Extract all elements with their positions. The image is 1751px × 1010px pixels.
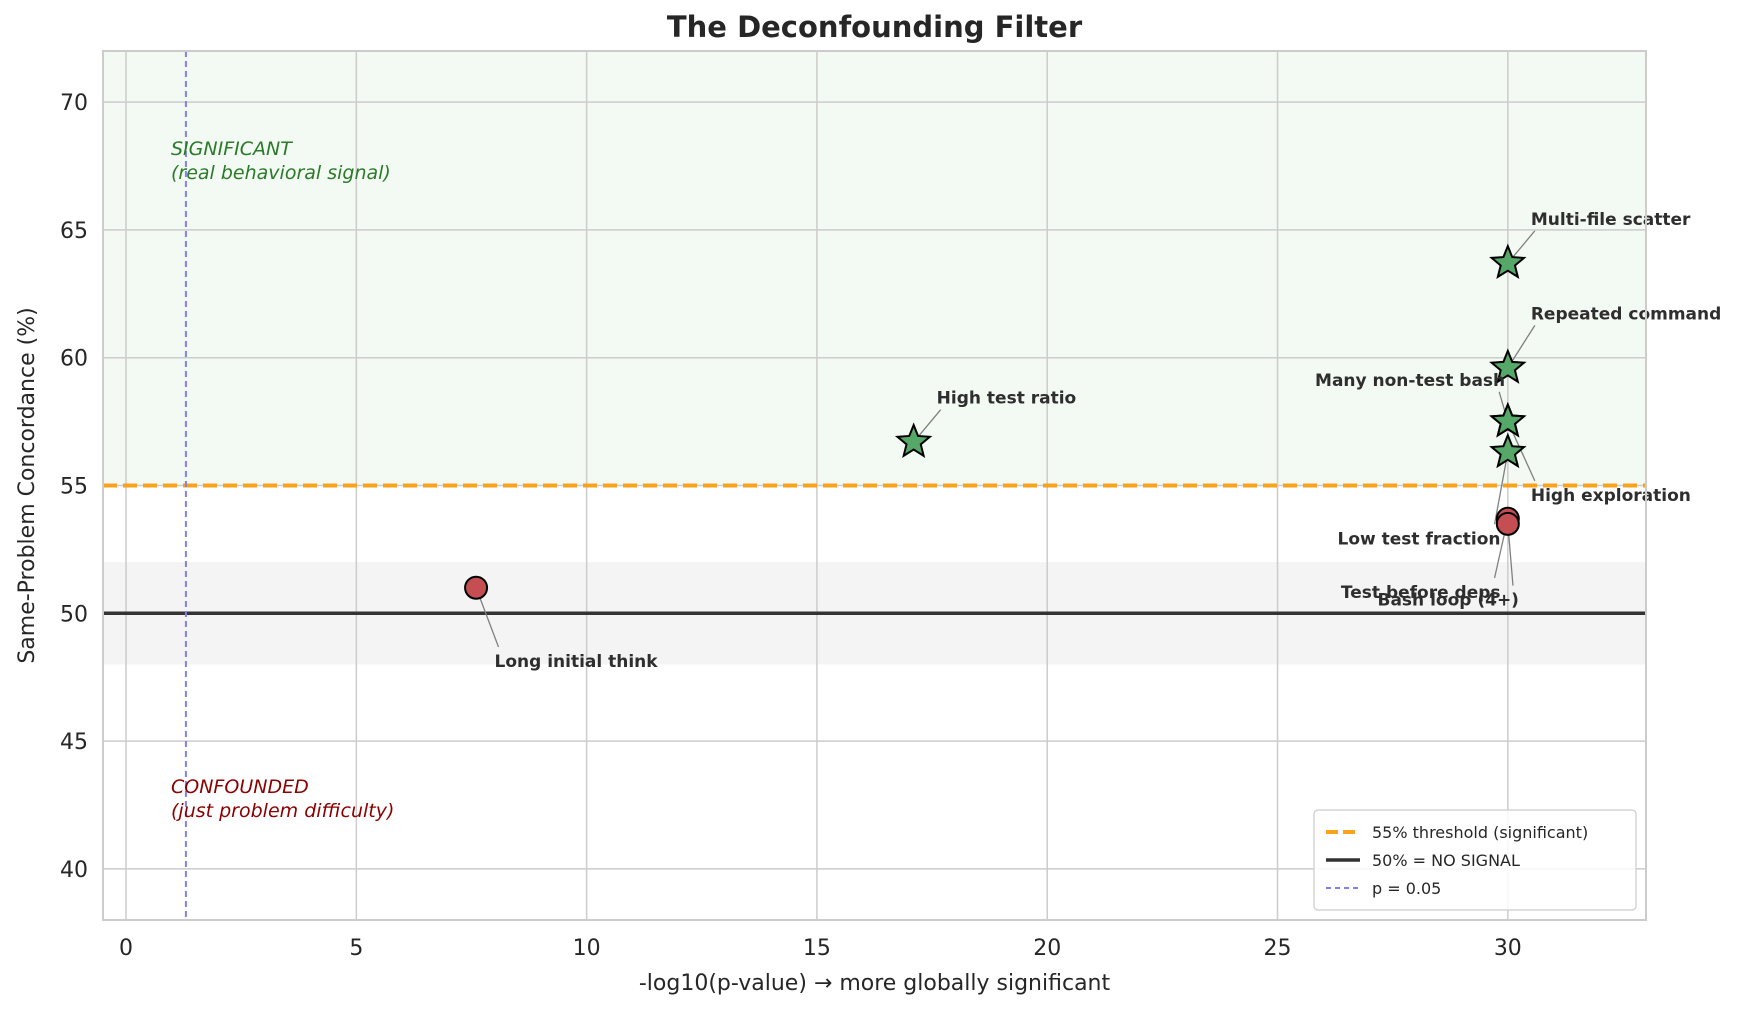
- significant-region-label: (real behavioral signal): [171, 162, 391, 184]
- annotation-leader: [1493, 452, 1509, 525]
- significant-point: [894, 422, 933, 458]
- y-tick-labels: 40 45 50 55 60 65 70: [60, 91, 88, 883]
- region-labels: SIGNIFICANT(real behavioral signal) CONFO…: [171, 138, 394, 822]
- annotations: Multi-file scatter Repeated command Many n…: [495, 210, 1722, 672]
- x-tick-label: 10: [573, 936, 601, 961]
- confounded-region-label: (just problem difficulty): [171, 800, 394, 822]
- point-annotation: High exploration: [1531, 486, 1691, 506]
- legend-box: [1313, 809, 1637, 911]
- chart-title: The Deconfounding Filter: [667, 10, 1083, 44]
- y-tick-label: 70: [60, 91, 88, 116]
- legend: 55% threshold (significant) 50% = NO SIGN…: [1313, 809, 1637, 911]
- confounded-point: [1495, 511, 1520, 536]
- y-axis-label: Same-Problem Concordance (%): [15, 307, 40, 663]
- x-tick-label: 5: [349, 936, 363, 961]
- significant-region-label: SIGNIFICANT: [171, 138, 293, 160]
- point-annotation: Many non-test bash: [1315, 371, 1505, 391]
- plot-frame: [102, 50, 1647, 921]
- confounded-point: [464, 575, 489, 600]
- point-annotation: Test before deps: [1341, 583, 1501, 603]
- reference-lines: [103, 51, 1646, 920]
- x-tick-label: 20: [1033, 936, 1061, 961]
- point-annotation: High test ratio: [937, 389, 1077, 409]
- x-tick-labels: 0 5 10 15 20 25 30: [119, 936, 1522, 961]
- legend-entry: p = 0.05: [1372, 879, 1441, 898]
- x-axis-label: -log10(p-value) → more globally signific…: [639, 971, 1111, 996]
- x-tick-label: 15: [803, 936, 831, 961]
- data-points: [464, 243, 1527, 600]
- point-annotation: Bash loop (4+): [1378, 591, 1519, 611]
- y-tick-label: 45: [60, 730, 88, 755]
- significant-point: [1489, 401, 1527, 438]
- x-tick-label: 25: [1264, 936, 1292, 961]
- point-annotation: Low test fraction: [1338, 529, 1501, 549]
- y-tick-label: 50: [60, 602, 88, 627]
- legend-entry: 50% = NO SIGNAL: [1372, 851, 1520, 870]
- x-tick-label: 0: [119, 936, 133, 961]
- significant-point: [1489, 243, 1527, 280]
- confounded-region-label: CONFOUNDED: [171, 776, 309, 798]
- significant-band: [103, 51, 1646, 486]
- point-annotation: Repeated command: [1531, 304, 1721, 324]
- legend-entry: 55% threshold (significant): [1372, 823, 1588, 842]
- y-tick-label: 65: [60, 219, 88, 244]
- x-tick-label: 30: [1494, 936, 1522, 961]
- y-tick-label: 40: [60, 858, 88, 883]
- significant-point: [1489, 432, 1527, 469]
- significant-point: [1489, 348, 1527, 384]
- point-annotation: Long initial think: [495, 652, 659, 672]
- point-annotation: Multi-file scatter: [1531, 210, 1691, 230]
- y-tick-label: 55: [60, 475, 88, 500]
- y-tick-label: 60: [60, 347, 88, 372]
